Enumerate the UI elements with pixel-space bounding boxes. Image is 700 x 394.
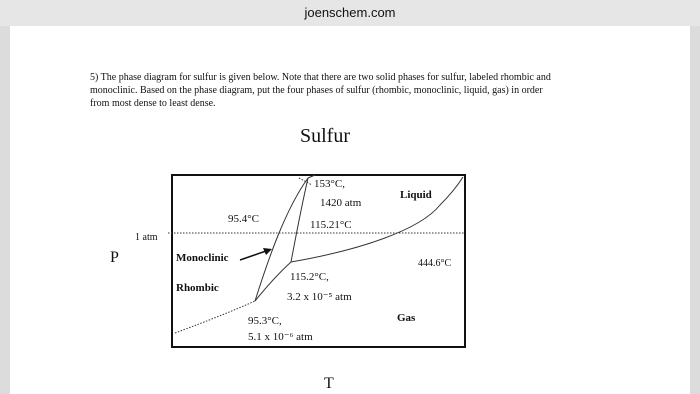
diagram-title: Sulfur — [300, 125, 350, 147]
question-line: from most dense to least dense. — [90, 98, 216, 109]
leader — [298, 177, 313, 186]
annotation: 95.4°C — [228, 213, 259, 225]
question: 5) The phase diagram for sulfur is given… — [90, 72, 551, 109]
annotation: 5.1 x 10⁻⁶ atm — [248, 331, 313, 343]
pressure-label: 1 atm — [135, 232, 158, 243]
url[interactable]: joenschem.com — [303, 5, 395, 20]
liquid-gas-curve — [290, 176, 464, 263]
rhombic-liquid-curve — [307, 174, 316, 179]
region-label: Rhombic — [176, 282, 219, 294]
arrow-shaft — [239, 250, 267, 261]
annotation: 444.6°C — [418, 258, 451, 269]
region-label: Monoclinic — [176, 252, 229, 264]
document-page — [10, 26, 690, 394]
diagram-frame — [171, 174, 466, 348]
rhombic-gas-curve — [174, 300, 256, 334]
question-line: 5) The phase diagram for sulfur is given… — [90, 72, 551, 83]
monoclinic-liquid-curve — [290, 177, 309, 263]
rhombic-monoclinic-curve — [254, 177, 309, 302]
region-label: Liquid — [400, 189, 432, 201]
annotation: 1420 atm — [320, 197, 362, 209]
annotation: 115.2°C, — [290, 271, 329, 283]
annotation: 153°C, — [314, 178, 345, 190]
annotation: 3.2 x 10⁻⁵ atm — [287, 291, 352, 303]
monoclinic-gas-curve — [254, 261, 292, 302]
arrow-head — [263, 248, 272, 255]
top-bar — [0, 0, 700, 26]
region-label: Gas — [397, 312, 416, 324]
y-axis-label: P — [110, 249, 119, 266]
question-line: monoclinic. Based on the phase diagram, … — [90, 85, 543, 96]
x-axis-label: T — [324, 375, 334, 392]
annotation: 115.21°C — [310, 219, 352, 231]
annotation: 95.3°C, — [248, 315, 282, 327]
